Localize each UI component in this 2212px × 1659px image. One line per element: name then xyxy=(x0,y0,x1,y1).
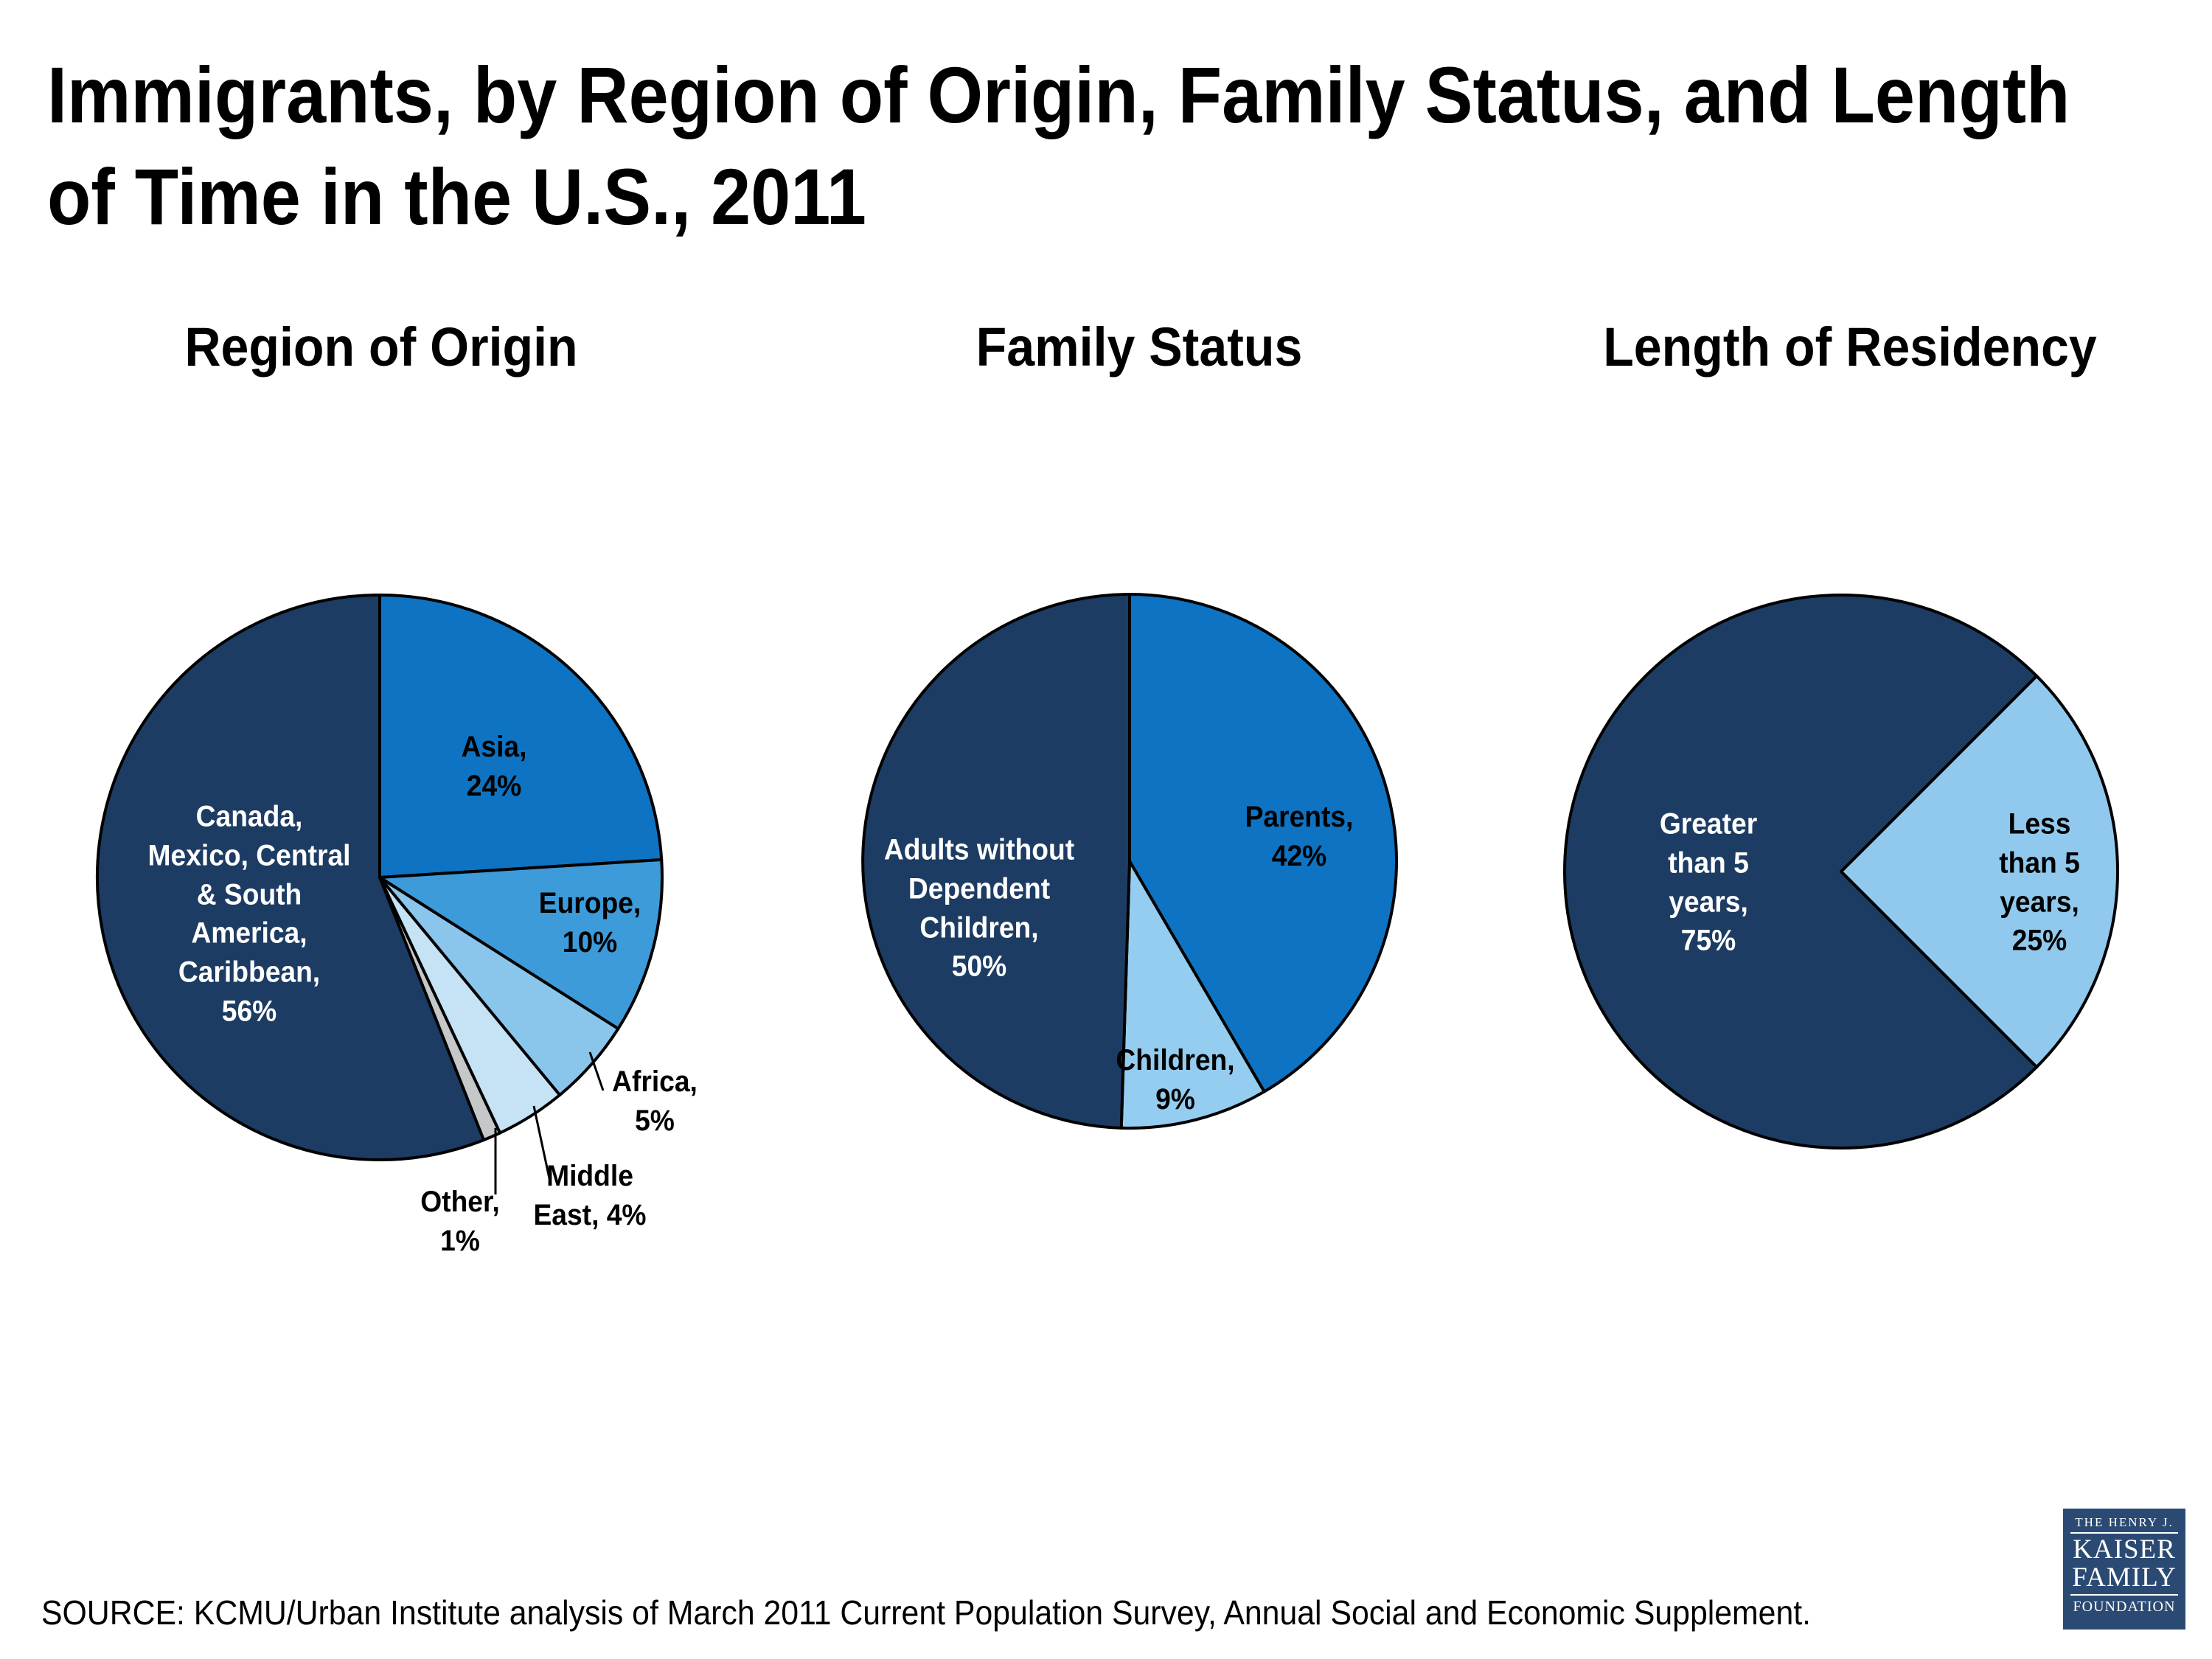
kff-logo-henry-j: THE HENRY J. xyxy=(2075,1515,2174,1529)
kff-logo-rule-top xyxy=(2070,1532,2178,1534)
kff-logo-foundation: FOUNDATION xyxy=(2073,1599,2176,1615)
pie-chart-region-of-origin xyxy=(95,594,664,1161)
chart-title-region-of-origin: Region of Origin xyxy=(184,316,578,378)
pie-slice-europe xyxy=(378,858,664,1031)
pie-label-less: Less than 5 years, 25% xyxy=(1999,807,2080,957)
pie-slice-parents xyxy=(1128,593,1398,1093)
chart-title-length-of-residency: Length of Residency xyxy=(1603,316,2097,378)
pie-slice-children xyxy=(1119,860,1266,1130)
source-note: SOURCE: KCMU/Urban Institute analysis of… xyxy=(41,1593,1812,1632)
pie-label-children: Children, 9% xyxy=(1116,1044,1235,1116)
slide-title: Immigrants, by Region of Origin, Family … xyxy=(47,44,2070,248)
pie-label-europe: Europe, 10% xyxy=(538,887,641,959)
pie-chart-family-status xyxy=(861,593,1398,1130)
pie-label-middle_east: Middle East, 4% xyxy=(533,1160,647,1231)
kff-logo-rule-bottom xyxy=(2070,1594,2178,1596)
pie-label-other: Other, 1% xyxy=(420,1186,500,1257)
kff-logo-kaiser: KAISER xyxy=(2073,1534,2176,1565)
pie-slice-adults xyxy=(861,593,1131,1130)
slide-title-line2: of Time in the U.S., 2011 xyxy=(47,152,866,242)
pie-slice-canada xyxy=(95,594,485,1161)
pie-slice-greater xyxy=(1563,594,2039,1150)
kff-logo-family: FAMILY xyxy=(2072,1562,2177,1593)
kff-logo: THE HENRY J. KAISER FAMILY FOUNDATION xyxy=(2063,1509,2185,1630)
pie-slice-less xyxy=(1840,674,2119,1069)
chart-title-family-status: Family Status xyxy=(975,316,1303,378)
pie-slice-asia xyxy=(378,594,664,879)
pie-label-greater: Greater than 5 years, 75% xyxy=(1659,807,1758,957)
pie-label-africa: Africa, 5% xyxy=(612,1065,698,1137)
pie-label-adults: Adults without Dependent Children, 50% xyxy=(883,833,1075,983)
leader-line-middle-east xyxy=(532,1105,551,1179)
leader-line-africa xyxy=(588,1051,605,1091)
pie-label-canada: Canada, Mexico, Central & South America,… xyxy=(147,800,351,1028)
pie-label-parents: Parents, 42% xyxy=(1245,801,1354,872)
pie-label-asia: Asia, 24% xyxy=(461,731,527,802)
pie-chart-length-of-residency xyxy=(1563,594,2119,1150)
slide-title-line1: Immigrants, by Region of Origin, Family … xyxy=(47,50,2070,139)
